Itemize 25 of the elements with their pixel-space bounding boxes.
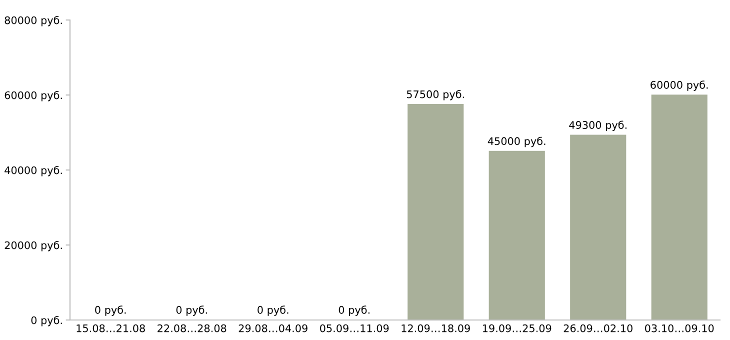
bar xyxy=(488,150,545,320)
data-label: 0 руб. xyxy=(95,306,126,316)
data-label: 49300 руб. xyxy=(569,120,626,131)
y-tick-label: 0 руб. xyxy=(31,316,62,326)
x-tick-label: 19.09…25.09 xyxy=(482,324,552,332)
x-tick-label: 29.08…04.09 xyxy=(238,324,308,332)
x-tick-label: 15.08…21.08 xyxy=(76,324,145,332)
x-tick-label: 03.10…09.10 xyxy=(645,324,714,332)
data-label: 0 руб. xyxy=(176,306,207,316)
data-label: 57500 руб. xyxy=(406,90,464,100)
data-label: 0 руб. xyxy=(338,306,370,316)
x-tick-label: 22.08…28.08 xyxy=(158,324,226,332)
bar xyxy=(570,134,626,320)
bar xyxy=(651,94,708,320)
y-tick-label: 60000 руб. xyxy=(4,90,62,102)
data-label: 45000 руб. xyxy=(488,136,546,148)
x-tick-label: 12.09…18.09 xyxy=(402,324,470,332)
data-label: 60000 руб. xyxy=(650,80,708,91)
bar xyxy=(408,104,464,320)
x-tick-label: 26.09…02.10 xyxy=(564,324,632,332)
y-tick-label: 40000 руб. xyxy=(4,166,62,176)
y-tick-label: 80000 руб. xyxy=(4,16,62,26)
data-label: 0 руб. xyxy=(258,306,288,316)
y-tick-label: 20000 руб. xyxy=(4,240,62,252)
x-tick-label: 05.09…11.09 xyxy=(320,324,389,332)
